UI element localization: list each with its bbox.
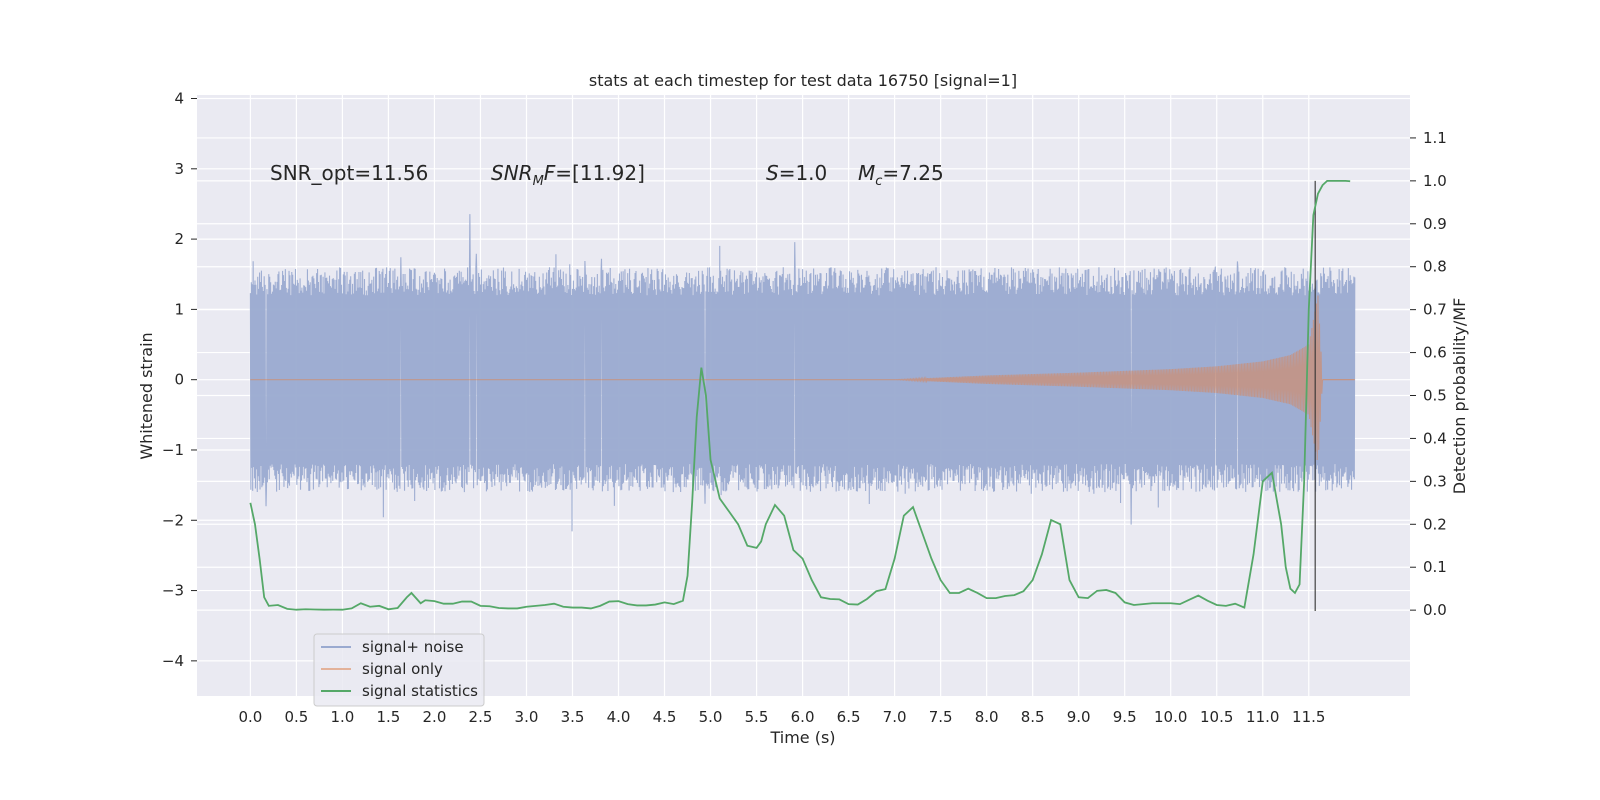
y-tick-label-right: 0.3 [1423, 472, 1447, 490]
y-axis-label-left: Whitened strain [137, 332, 156, 459]
y-tick-label-left: 4 [174, 90, 184, 108]
annotation-s-value: =1.0 [779, 161, 828, 185]
y-tick-labels-left: 4 3 2 1 0 −1 −2 −3 −4 [162, 90, 197, 670]
y-tick-label-right: 0.2 [1423, 515, 1447, 533]
annotation-mc: Mc=7.25 [858, 161, 944, 189]
legend-label-signal-only: signal only [362, 660, 443, 678]
annotation-snr-mf-symbol: SNR [491, 161, 533, 185]
x-tick-label: 5.0 [699, 708, 723, 726]
x-tick-label: 1.5 [376, 708, 400, 726]
y-tick-label-right: 0.8 [1423, 258, 1447, 276]
y-tick-label-left: −4 [162, 652, 184, 670]
annotation-snr-mf-f: F [544, 161, 556, 185]
y-tick-label-left: 3 [174, 160, 184, 178]
x-axis-label: Time (s) [769, 728, 835, 747]
y-tick-label-left: 0 [174, 371, 184, 389]
annotation-mc-symbol: M [858, 161, 875, 185]
y-tick-label-left: 1 [174, 300, 184, 318]
legend-label-signal-statistics: signal statistics [362, 682, 478, 700]
x-tick-label: 11.0 [1246, 708, 1279, 726]
x-tick-label: 9.0 [1067, 708, 1091, 726]
x-tick-label: 10.0 [1154, 708, 1187, 726]
y-tick-label-left: 2 [174, 230, 184, 248]
y-tick-label-right: 1.1 [1423, 129, 1447, 147]
y-tick-labels-right: 1.1 1.0 0.9 0.8 0.7 0.6 0.5 0.4 0.3 0.2 0.1 0.0 [1410, 129, 1447, 619]
y-tick-label-left: −3 [162, 582, 184, 600]
legend-box [313, 633, 485, 707]
y-axis-label-right: Detection probability/MF [1450, 298, 1469, 495]
x-tick-label: 2.0 [423, 708, 447, 726]
y-tick-label-right: 1.0 [1423, 172, 1447, 190]
x-tick-label: 7.5 [929, 708, 953, 726]
annotation-snr-mf: SNRMF=[11.92] [491, 161, 645, 189]
legend: signal+ noise signal only signal statist… [313, 633, 485, 707]
y-tick-label-right: 0.6 [1423, 344, 1447, 362]
x-tick-label: 7.0 [883, 708, 907, 726]
x-tick-label: 0.0 [238, 708, 262, 726]
y-tick-label-left: −1 [162, 441, 184, 459]
x-tick-label: 5.5 [745, 708, 769, 726]
x-tick-label: 3.5 [561, 708, 585, 726]
x-tick-label: 8.5 [1021, 708, 1045, 726]
signal-noise-line [249, 214, 1356, 532]
annotation-s-symbol: S [766, 161, 779, 185]
x-tick-label: 6.0 [791, 708, 815, 726]
annotation-mc-subscript: c [875, 174, 882, 189]
legend-label-signal-noise: signal+ noise [362, 638, 464, 656]
x-tick-label: 11.5 [1292, 708, 1325, 726]
annotation-mc-value: =7.25 [882, 161, 943, 185]
annotation-s: S=1.0 [766, 161, 827, 185]
x-tick-label: 1.0 [330, 708, 354, 726]
signal-statistics-line [249, 179, 1351, 611]
y-tick-label-right: 0.7 [1423, 301, 1447, 319]
x-tick-label: 4.5 [653, 708, 677, 726]
y-tick-label-right: 0.9 [1423, 215, 1447, 233]
x-tick-label: 3.0 [515, 708, 539, 726]
x-tick-label: 2.5 [469, 708, 493, 726]
x-tick-label: 0.5 [284, 708, 308, 726]
x-tick-label: 10.5 [1200, 708, 1233, 726]
series-signal-noise [249, 214, 1356, 532]
y-tick-label-left: −2 [162, 511, 184, 529]
x-tick-labels: 0.0 0.5 1.0 1.5 2.0 2.5 3.0 3.5 4.0 4.5 5.0 5.5 6.0 6… [238, 708, 1325, 726]
y-tick-label-right: 0.4 [1423, 429, 1447, 447]
annotation-snr-opt: SNR_opt=11.56 [270, 161, 428, 185]
series-signal-only [250, 295, 1355, 460]
annotation-snr-mf-subscript: M [533, 174, 544, 189]
x-tick-label: 4.0 [607, 708, 631, 726]
x-tick-label: 8.0 [975, 708, 999, 726]
series-signal-statistics [249, 179, 1351, 611]
x-tick-label: 9.5 [1113, 708, 1137, 726]
y-tick-label-right: 0.1 [1423, 558, 1447, 576]
signal-only-line [250, 295, 1324, 460]
x-tick-label: 6.5 [837, 708, 861, 726]
y-tick-label-right: 0.0 [1423, 601, 1447, 619]
chart-title: stats at each timestep for test data 167… [589, 71, 1017, 90]
y-tick-label-right: 0.5 [1423, 387, 1447, 405]
annotations: SNR_opt=11.56 SNRMF=[11.92] S=1.0 Mc=7.2… [270, 161, 944, 189]
annotation-snr-mf-value: =[11.92] [555, 161, 645, 185]
